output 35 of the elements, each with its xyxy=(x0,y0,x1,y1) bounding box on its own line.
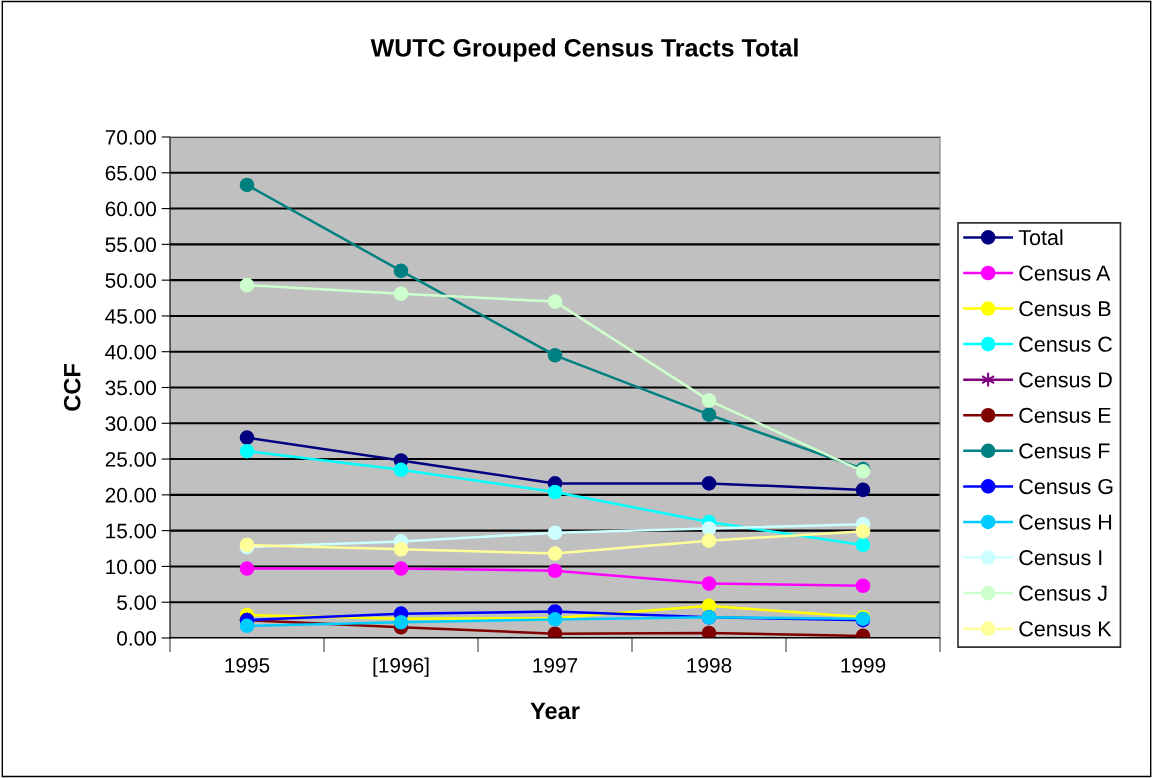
y-tick-label: 65.00 xyxy=(105,165,156,181)
chart-title: WUTC Grouped Census Tracts Total xyxy=(370,38,798,62)
y-tick-label: 60.00 xyxy=(105,201,156,217)
legend-label: Census E xyxy=(1019,407,1111,423)
legend-label: Census I xyxy=(1019,550,1102,566)
legend-label: Census F xyxy=(1019,443,1110,459)
y-tick-label: 20.00 xyxy=(105,487,156,503)
legend-label: Census C xyxy=(1019,336,1112,352)
y-tick-label: 35.00 xyxy=(105,380,156,396)
y-tick-label: 30.00 xyxy=(105,416,156,432)
y-tick-label: 55.00 xyxy=(105,237,156,253)
legend-label: Census G xyxy=(1019,478,1113,495)
legend-label: Census J xyxy=(1019,585,1107,601)
legend-label: Census K xyxy=(1019,621,1112,637)
y-tick-label: 10.00 xyxy=(106,559,156,575)
y-tick-label: 25.00 xyxy=(105,452,156,467)
x-tick-label: 1999 xyxy=(841,657,886,673)
x-tick-label: [1996] xyxy=(373,657,429,677)
y-tick-label: 15.00 xyxy=(106,523,156,539)
y-tick-label: 40.00 xyxy=(105,344,156,360)
legend-label: Census D xyxy=(1019,372,1112,388)
legend-label: Total xyxy=(1018,229,1063,246)
legend-label: Census A xyxy=(1019,265,1111,281)
y-tick-label: 50.00 xyxy=(105,273,156,288)
y-tick-label: 70.00 xyxy=(105,130,156,145)
y-axis-title: CCF xyxy=(63,364,81,411)
y-tick-label: 45.00 xyxy=(105,308,156,324)
y-tick-label: 0.00 xyxy=(117,631,156,646)
x-axis-title: Year xyxy=(530,702,580,720)
y-tick-label: 5.00 xyxy=(117,595,156,610)
x-tick-label: 1995 xyxy=(225,657,270,673)
legend-label: Census B xyxy=(1019,301,1111,317)
x-tick-label: 1997 xyxy=(533,657,578,673)
legend-label: Census H xyxy=(1019,514,1112,530)
x-tick-label: 1998 xyxy=(687,657,732,673)
